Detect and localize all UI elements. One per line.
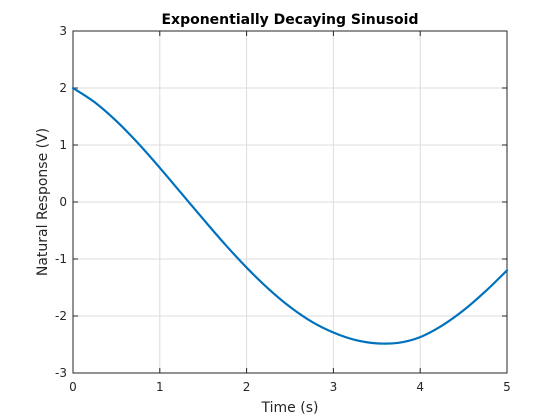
series-line <box>71 86 509 345</box>
y-tick-label: -2 <box>55 309 67 323</box>
y-tick-label: 0 <box>59 195 67 209</box>
x-tick-label: 3 <box>330 380 338 394</box>
tick-layer: 0 1 2 3 4 5 -3 -2 -1 0 1 2 3 <box>55 24 511 394</box>
x-tick-label: 1 <box>156 380 164 394</box>
y-tick-label: 3 <box>59 24 67 38</box>
series-layer <box>71 86 509 345</box>
y-tick-label: 1 <box>59 138 67 152</box>
x-axis-label: Time (s) <box>261 400 319 416</box>
x-tick-label: 2 <box>243 380 251 394</box>
chart-title: Exponentially Decaying Sinusoid <box>161 12 418 28</box>
y-axis-label: Natural Response (V) <box>35 128 51 276</box>
x-tick-label: 4 <box>416 380 424 394</box>
y-tick-label: 2 <box>59 81 67 95</box>
grid-layer <box>73 31 507 373</box>
x-tick-label: 0 <box>69 380 77 394</box>
y-tick-label: -3 <box>55 366 67 380</box>
x-tick-label: 5 <box>503 380 511 394</box>
y-tick-label: -1 <box>55 252 67 266</box>
